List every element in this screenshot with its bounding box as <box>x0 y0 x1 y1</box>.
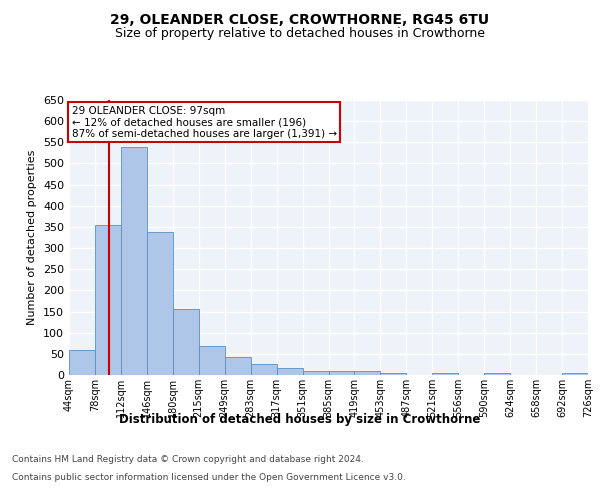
Bar <box>251 364 277 375</box>
Bar <box>121 146 147 375</box>
Bar <box>199 346 224 375</box>
Y-axis label: Number of detached properties: Number of detached properties <box>28 150 37 325</box>
Bar <box>173 308 199 375</box>
Bar <box>432 373 458 375</box>
Bar <box>329 371 355 375</box>
Bar <box>380 373 406 375</box>
Bar <box>484 373 510 375</box>
Text: 29, OLEANDER CLOSE, CROWTHORNE, RG45 6TU: 29, OLEANDER CLOSE, CROWTHORNE, RG45 6TU <box>110 12 490 26</box>
Text: Contains public sector information licensed under the Open Government Licence v3: Contains public sector information licen… <box>12 472 406 482</box>
Bar <box>147 232 173 375</box>
Bar <box>562 373 588 375</box>
Bar <box>224 357 251 375</box>
Text: 29 OLEANDER CLOSE: 97sqm
← 12% of detached houses are smaller (196)
87% of semi-: 29 OLEANDER CLOSE: 97sqm ← 12% of detach… <box>71 106 337 138</box>
Bar <box>302 371 329 375</box>
Text: Contains HM Land Registry data © Crown copyright and database right 2024.: Contains HM Land Registry data © Crown c… <box>12 455 364 464</box>
Bar <box>277 368 302 375</box>
Text: Distribution of detached houses by size in Crowthorne: Distribution of detached houses by size … <box>119 412 481 426</box>
Bar <box>355 371 380 375</box>
Bar <box>69 350 95 375</box>
Text: Size of property relative to detached houses in Crowthorne: Size of property relative to detached ho… <box>115 28 485 40</box>
Bar <box>95 225 121 375</box>
